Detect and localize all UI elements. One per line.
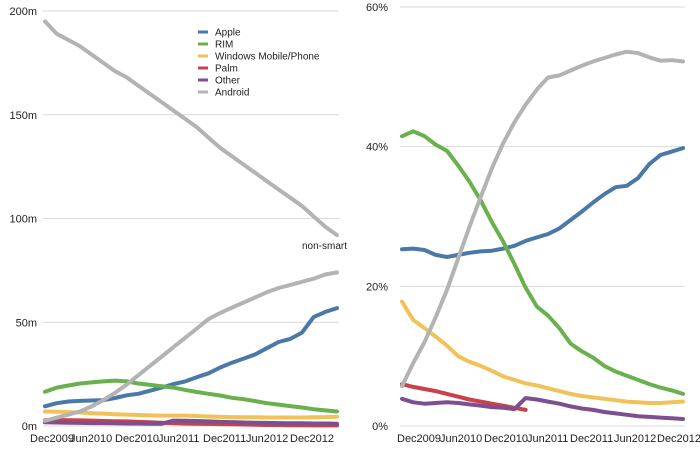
x-tick-label: Dec2011 xyxy=(203,433,246,445)
x-tick-label: Jun2011 xyxy=(527,433,568,445)
x-tick-label: Jun2012 xyxy=(246,433,288,445)
x-tick-label: Dec2010 xyxy=(115,433,159,445)
y-tick-label: 200m xyxy=(9,6,37,18)
x-tick-label: Jun2012 xyxy=(614,433,656,445)
legend-label-other: Other xyxy=(215,76,241,87)
series-line-android xyxy=(43,270,339,423)
x-tick-label: Dec2009 xyxy=(397,433,441,445)
legend-label-android: Android xyxy=(215,88,249,99)
series-line-other xyxy=(400,396,685,421)
legend-label-apple: Apple xyxy=(215,28,241,39)
y-tick-label: 150m xyxy=(9,110,37,122)
legend-label-palm: Palm xyxy=(215,64,238,75)
x-tick-label: Dec2009 xyxy=(30,433,74,445)
y-tick-label: 100m xyxy=(9,214,37,226)
y-tick-label: 60% xyxy=(366,2,388,14)
series-line-rim xyxy=(43,378,339,414)
non-smart-annotation: non-smart xyxy=(302,241,347,252)
legend-label-rim: RIM xyxy=(215,40,233,51)
series-line-apple xyxy=(43,306,339,409)
x-tick-label: Dec2010 xyxy=(484,433,528,445)
legend-label-windows-mobile-phone: Windows Mobile/Phone xyxy=(215,52,320,63)
series-line-android xyxy=(400,49,685,389)
x-tick-label: Jun2010 xyxy=(70,433,112,445)
y-tick-label: 40% xyxy=(366,142,388,154)
y-tick-label: 0% xyxy=(372,421,388,433)
x-tick-label: Dec2012 xyxy=(657,433,700,445)
series-line-rim xyxy=(400,129,685,396)
y-tick-label: 50m xyxy=(16,317,37,329)
x-tick-label: Dec2011 xyxy=(570,433,613,445)
series-line-apple xyxy=(400,146,685,259)
series-line-other xyxy=(43,418,339,426)
x-tick-label: Jun2011 xyxy=(158,433,199,445)
x-tick-label: Jun2010 xyxy=(440,433,482,445)
series-line-windows-mobile-phone xyxy=(43,409,339,420)
x-tick-label: Dec2012 xyxy=(290,433,334,445)
y-tick-label: 20% xyxy=(366,281,388,293)
y-tick-label: 0m xyxy=(22,421,37,433)
series-line-non-smart xyxy=(43,19,339,238)
series-line-windows-mobile-phone xyxy=(400,299,685,405)
